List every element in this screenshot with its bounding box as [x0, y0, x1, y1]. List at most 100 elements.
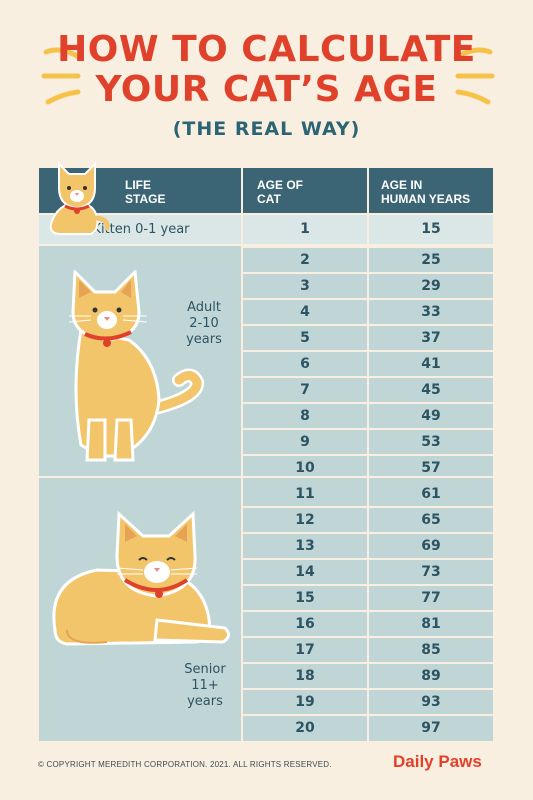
human-age-cell: 41: [421, 356, 441, 372]
table-row: 4 33: [243, 300, 493, 324]
table-row: 17 85: [243, 638, 493, 662]
cat-age-cell: 13: [295, 538, 315, 554]
cat-age-cell: 15: [295, 590, 315, 606]
divider: [243, 298, 493, 300]
human-age-cell: 65: [421, 512, 441, 528]
header-life-stage: LIFE STAGE: [125, 178, 166, 206]
human-age-cell: 81: [421, 616, 441, 632]
table-row: 8 49: [243, 404, 493, 428]
cat-age-cell: 20: [295, 720, 315, 736]
table-row: 9 53: [243, 430, 493, 454]
divider: [243, 610, 493, 612]
table-row: 11 61: [243, 482, 493, 506]
divider: [243, 662, 493, 664]
cat-age-cell: 19: [295, 694, 315, 710]
cat-age-cell: 3: [300, 278, 310, 294]
cat-age-cell: 10: [295, 460, 315, 476]
human-age-cell: 93: [421, 694, 441, 710]
human-age-cell: 25: [421, 252, 441, 268]
cat-age-cell: 14: [295, 564, 315, 580]
divider: [39, 476, 493, 478]
cat-age-cell: 12: [295, 512, 315, 528]
human-age-cell: 37: [421, 330, 441, 346]
table-row: 13 69: [243, 534, 493, 558]
cat-age-cell: 4: [300, 304, 310, 320]
table-row: 10 57: [243, 456, 493, 480]
table-row: 2 25: [243, 248, 493, 272]
divider: [243, 584, 493, 586]
senior-cat-illustration: [52, 510, 230, 646]
cat-age-cell: 16: [295, 616, 315, 632]
table-row: 16 81: [243, 612, 493, 636]
cat-age-cell: 5: [300, 330, 310, 346]
table-row: 6 41: [243, 352, 493, 376]
human-age-cell: 15: [421, 221, 441, 237]
cat-age-cell: 17: [295, 642, 315, 658]
table-row: 14 73: [243, 560, 493, 584]
human-age-cell: 49: [421, 408, 441, 424]
header-age-of-cat: AGE OF CAT: [257, 178, 304, 206]
divider: [243, 376, 493, 378]
divider: [39, 213, 493, 215]
human-age-cell: 73: [421, 564, 441, 580]
brand-logo[interactable]: Daily Paws: [393, 752, 482, 771]
table-row: 18 89: [243, 664, 493, 688]
divider: [243, 558, 493, 560]
cat-age-cell: 7: [300, 382, 310, 398]
divider: [243, 636, 493, 638]
human-age-cell: 33: [421, 304, 441, 320]
human-age-cell: 29: [421, 278, 441, 294]
cat-age-cell: 2: [300, 252, 310, 268]
page-subtitle: (THE REAL WAY): [172, 118, 361, 140]
copyright-text: © COPYRIGHT MEREDITH CORPORATION. 2021. …: [38, 760, 332, 769]
stage-kitten-label: Kitten 0-1 year: [92, 222, 190, 237]
divider: [243, 428, 493, 430]
cat-age-cell: 11: [295, 486, 315, 502]
cat-age-cell: 1: [300, 221, 310, 237]
human-age-cell: 45: [421, 382, 441, 398]
table-row: 19 93: [243, 690, 493, 714]
human-age-cell: 57: [421, 460, 441, 476]
cat-age-cell: 6: [300, 356, 310, 372]
kitten-band: [39, 215, 493, 244]
human-age-cell: 85: [421, 642, 441, 658]
human-age-cell: 89: [421, 668, 441, 684]
divider: [39, 244, 493, 246]
cat-age-cell: 18: [295, 668, 315, 684]
table-row: 7 45: [243, 378, 493, 402]
human-age-cell: 61: [421, 486, 441, 502]
stage-senior-label: Senior 11+ years: [184, 662, 226, 709]
table-header: LIFE STAGE AGE OF CAT AGE IN HUMAN YEARS: [39, 168, 493, 215]
page-title-line-1: HOW TO CALCULATE: [57, 29, 476, 70]
header-human-years: AGE IN HUMAN YEARS: [381, 178, 471, 206]
human-age-cell: 77: [421, 590, 441, 606]
cat-age-cell: 8: [300, 408, 310, 424]
divider: [243, 532, 493, 534]
human-age-cell: 53: [421, 434, 441, 450]
human-age-cell: 97: [421, 720, 441, 736]
cat-age-table: LIFE STAGE AGE OF CAT AGE IN HUMAN YEARS…: [39, 161, 493, 741]
right-sparkle-decoration: [453, 47, 495, 105]
divider: [243, 714, 493, 716]
table-row: 1 15: [243, 217, 493, 241]
divider: [243, 454, 493, 456]
table-row: 3 29: [243, 274, 493, 298]
stage-adult-label: Adult 2-10 years: [186, 300, 222, 347]
kitten-illustration: [49, 161, 110, 235]
left-sparkle-decoration: [41, 47, 83, 105]
page-title-line-2: YOUR CAT’S AGE: [95, 69, 438, 110]
divider: [241, 168, 243, 741]
table-row: 15 77: [243, 586, 493, 610]
title-block: HOW TO CALCULATE YOUR CAT’S AGE (THE REA…: [0, 29, 533, 141]
divider: [243, 246, 493, 248]
divider: [243, 350, 493, 352]
table-row: 5 37: [243, 326, 493, 350]
divider: [243, 402, 493, 404]
divider: [243, 688, 493, 690]
table-row: 20 97: [243, 716, 493, 740]
divider: [243, 324, 493, 326]
cat-age-cell: 9: [300, 434, 310, 450]
adult-cat-illustration: [68, 270, 204, 462]
divider: [243, 506, 493, 508]
human-age-cell: 69: [421, 538, 441, 554]
